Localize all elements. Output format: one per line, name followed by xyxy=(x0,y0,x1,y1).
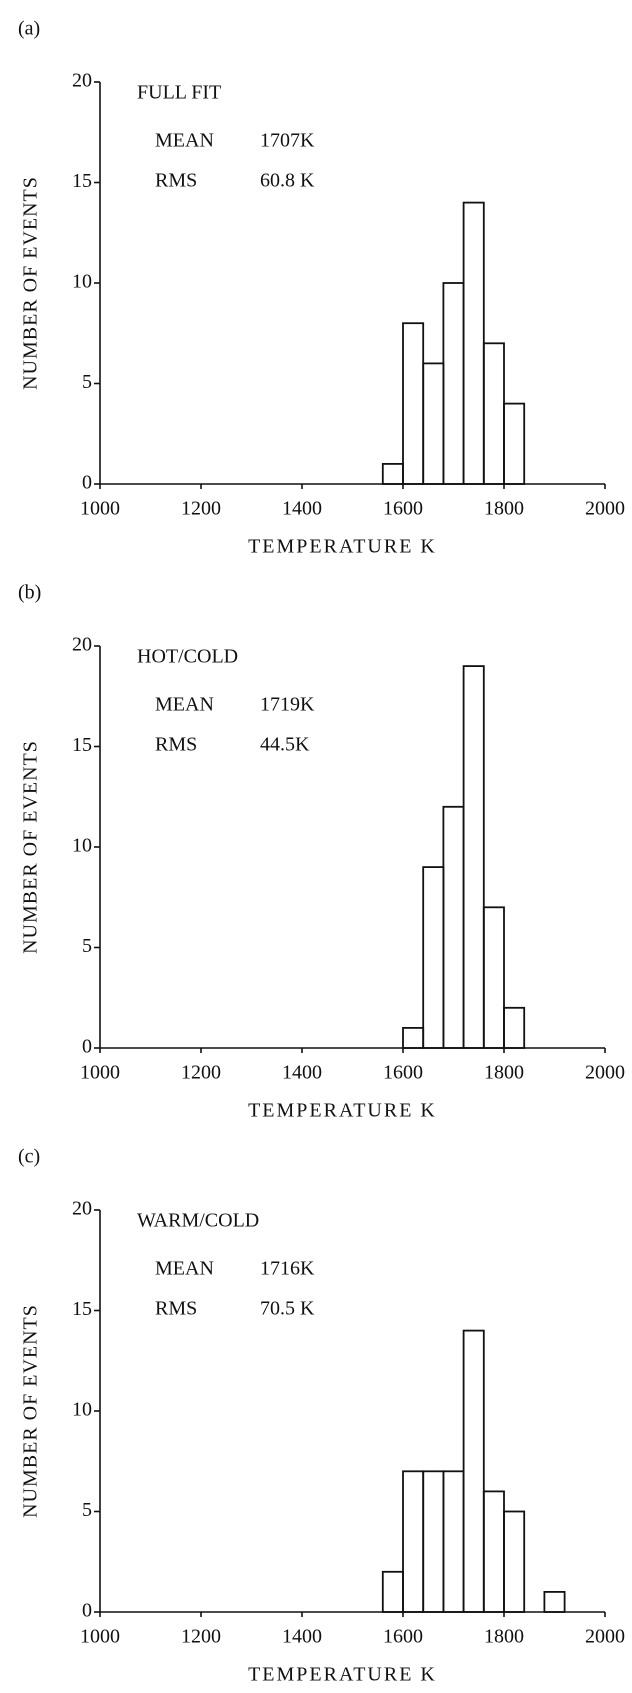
bar xyxy=(482,1490,505,1613)
y-tick-label: 20 xyxy=(72,634,92,656)
stat-value: 70.5 K xyxy=(260,1298,315,1320)
y-tick-label: 10 xyxy=(72,271,92,293)
bar xyxy=(381,1570,404,1613)
y-tick-label: 20 xyxy=(72,70,92,92)
x-tick-label: 1200 xyxy=(181,1062,221,1084)
chart-title: WARM/COLD xyxy=(137,1210,259,1232)
stat-value: 1719K xyxy=(260,694,315,716)
y-tick-label: 15 xyxy=(72,1298,92,1320)
bar xyxy=(462,201,485,485)
bar xyxy=(402,1470,425,1613)
x-tick-label: 1200 xyxy=(181,1626,221,1648)
bar xyxy=(402,1027,425,1049)
panel-label: (c) xyxy=(18,1146,40,1168)
x-axis-label: TEMPERATURE K xyxy=(248,1100,437,1122)
bar xyxy=(543,1591,566,1613)
x-tick-label: 1600 xyxy=(383,1626,423,1648)
y-tick-label: 15 xyxy=(72,734,92,756)
x-tick-label: 2000 xyxy=(585,498,625,520)
stat-label: RMS xyxy=(155,1298,197,1320)
stat-label: MEAN xyxy=(155,1258,214,1280)
x-tick-label: 1400 xyxy=(282,1062,322,1084)
x-tick-label: 1200 xyxy=(181,498,221,520)
bar xyxy=(503,1006,526,1049)
chart-title: HOT/COLD xyxy=(137,646,238,668)
bar xyxy=(462,665,485,1049)
y-axis-label: NUMBER OF EVENTS xyxy=(20,740,42,954)
bar xyxy=(381,462,404,485)
stat-label: RMS xyxy=(155,734,197,756)
x-tick-label: 1600 xyxy=(383,498,423,520)
x-tick-label: 2000 xyxy=(585,1626,625,1648)
x-axis-label: TEMPERATURE K xyxy=(248,1664,437,1686)
y-tick-label: 5 xyxy=(82,935,92,957)
stat-value: 44.5K xyxy=(260,734,310,756)
y-tick-label: 5 xyxy=(82,1499,92,1521)
y-tick-label: 15 xyxy=(72,170,92,192)
bar xyxy=(503,1510,526,1613)
x-axis-label: TEMPERATURE K xyxy=(248,536,437,558)
y-tick-label: 10 xyxy=(72,1399,92,1421)
x-tick-label: 1000 xyxy=(80,1626,120,1648)
x-tick-label: 1400 xyxy=(282,1626,322,1648)
stat-value: 1716K xyxy=(260,1258,315,1280)
x-tick-label: 1000 xyxy=(80,1062,120,1084)
y-tick-label: 5 xyxy=(82,371,92,393)
panel-label: (a) xyxy=(18,18,40,40)
y-tick-label: 0 xyxy=(82,472,92,494)
bar xyxy=(442,805,465,1049)
y-tick-label: 0 xyxy=(82,1036,92,1058)
bar xyxy=(503,402,526,485)
y-tick-label: 0 xyxy=(82,1600,92,1622)
y-axis-label: NUMBER OF EVENTS xyxy=(20,176,42,390)
bar xyxy=(402,322,425,485)
x-tick-label: 1000 xyxy=(80,498,120,520)
stat-label: RMS xyxy=(155,170,197,192)
panel-label: (b) xyxy=(18,582,41,604)
y-tick-label: 10 xyxy=(72,835,92,857)
x-tick-label: 1800 xyxy=(484,498,524,520)
bar xyxy=(422,866,445,1049)
bar xyxy=(482,906,505,1049)
y-axis-label: NUMBER OF EVENTS xyxy=(20,1304,42,1518)
stat-label: MEAN xyxy=(155,130,214,152)
bar xyxy=(422,1470,445,1613)
y-tick-label: 20 xyxy=(72,1198,92,1220)
bar xyxy=(442,282,465,485)
stat-value: 60.8 K xyxy=(260,170,315,192)
bar xyxy=(462,1329,485,1613)
stat-value: 1707K xyxy=(260,130,315,152)
x-tick-label: 1800 xyxy=(484,1626,524,1648)
chart-title: FULL FIT xyxy=(137,82,221,104)
bar xyxy=(422,362,445,485)
bar xyxy=(482,342,505,485)
x-tick-label: 1400 xyxy=(282,498,322,520)
x-tick-label: 1800 xyxy=(484,1062,524,1084)
stat-label: MEAN xyxy=(155,694,214,716)
x-tick-label: 2000 xyxy=(585,1062,625,1084)
bar xyxy=(442,1470,465,1613)
x-tick-label: 1600 xyxy=(383,1062,423,1084)
